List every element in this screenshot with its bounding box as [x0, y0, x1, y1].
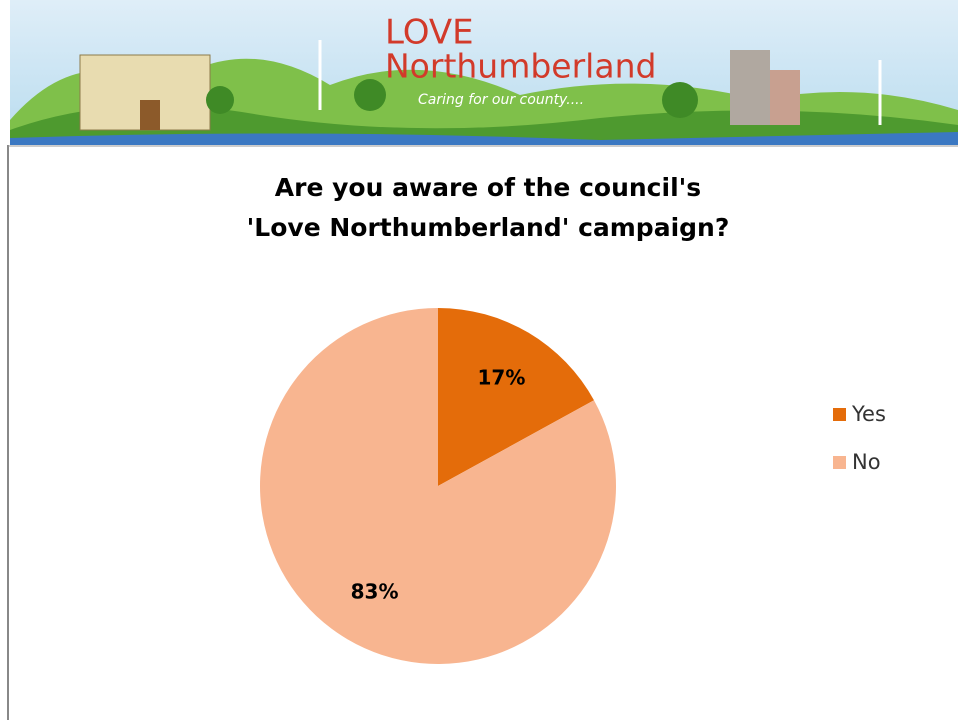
building	[770, 70, 800, 125]
slide: LOVE Northumberland Caring for our count…	[0, 0, 958, 720]
legend-label: No	[852, 450, 881, 474]
tagline: Caring for our county....	[418, 92, 584, 108]
page: LOVE Northumberland Caring for our count…	[0, 0, 958, 720]
tree	[662, 82, 698, 118]
tree	[354, 79, 386, 111]
tree	[206, 86, 234, 114]
legend-swatch	[833, 456, 846, 469]
legend-label: Yes	[851, 402, 886, 426]
banner: LOVE Northumberland Caring for our count…	[10, 0, 958, 145]
chart-title: Are you aware of the council's'Love Nort…	[247, 173, 730, 242]
pie-chart: 17% 83% Yes No	[260, 308, 886, 664]
legend-swatch	[833, 408, 846, 421]
data-label: 83%	[351, 580, 399, 604]
building	[730, 50, 770, 125]
castle-door	[140, 100, 160, 130]
brand-bottom: Northumberland	[385, 47, 656, 86]
data-label: 17%	[477, 365, 525, 389]
